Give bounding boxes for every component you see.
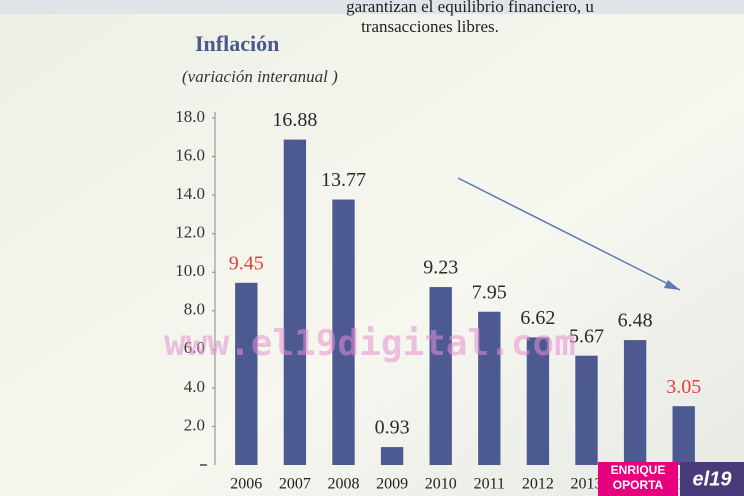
value-label: 9.23	[423, 257, 458, 279]
logo: el19	[693, 468, 733, 490]
header-text: transacciones libres.	[361, 17, 499, 36]
trend-arrow	[457, 177, 681, 291]
x-tick-label: 2010	[425, 476, 457, 493]
value-label: 9.45	[229, 252, 264, 274]
bar	[332, 199, 355, 466]
x-tick-label: 2011	[474, 476, 505, 493]
x-tick-label: 2009	[376, 476, 408, 493]
bar	[478, 311, 501, 465]
bar	[526, 337, 550, 465]
watermark: www.el19digital.com	[164, 323, 576, 364]
bar	[380, 447, 404, 465]
value-label: 13.77	[321, 169, 366, 191]
bar	[623, 340, 647, 465]
value-label: 6.48	[618, 310, 653, 332]
y-tick-label: 14.0	[175, 184, 205, 203]
bar	[283, 139, 307, 465]
value-label: 3.05	[666, 376, 701, 398]
x-tick-label: 2012	[522, 476, 554, 493]
x-tick-label: 2013	[571, 476, 603, 493]
value-label: 16.88	[272, 109, 317, 131]
x-tick-label: 2007	[279, 476, 311, 493]
value-label: 0.93	[375, 417, 410, 439]
chart-title: Inflación	[195, 31, 279, 56]
y-tick-label: 18.0	[175, 107, 205, 126]
value-label: 5.67	[569, 325, 604, 347]
bar	[235, 282, 258, 465]
logo-box	[680, 462, 744, 496]
bar	[429, 287, 452, 465]
value-label: 6.62	[520, 307, 555, 329]
y-tick-label: 10.0	[175, 261, 205, 280]
chart-subtitle: (variación interanual )	[182, 67, 338, 86]
bar	[672, 406, 695, 465]
y-tick-label: 4.0	[184, 377, 205, 396]
credit-author: OPORTA	[613, 478, 664, 492]
y-tick-label: 12.0	[175, 223, 205, 242]
header-text: garantizan el equilibrio financiero, u	[346, 0, 594, 16]
y-tick-label: 8.0	[184, 300, 205, 319]
credit-box	[598, 462, 678, 496]
y-tick-label: 6.0	[184, 338, 205, 357]
x-tick-label: 2008	[328, 476, 360, 493]
header-band	[0, 0, 744, 14]
credit-author: ENRIQUE	[611, 463, 666, 477]
y-tick-label: 16.0	[175, 145, 205, 164]
arrow-head	[664, 280, 680, 290]
y-tick-label: 2.0	[184, 415, 205, 434]
value-label: 7.95	[472, 281, 507, 303]
x-tick-label: 2006	[230, 476, 262, 493]
bar	[575, 355, 598, 465]
